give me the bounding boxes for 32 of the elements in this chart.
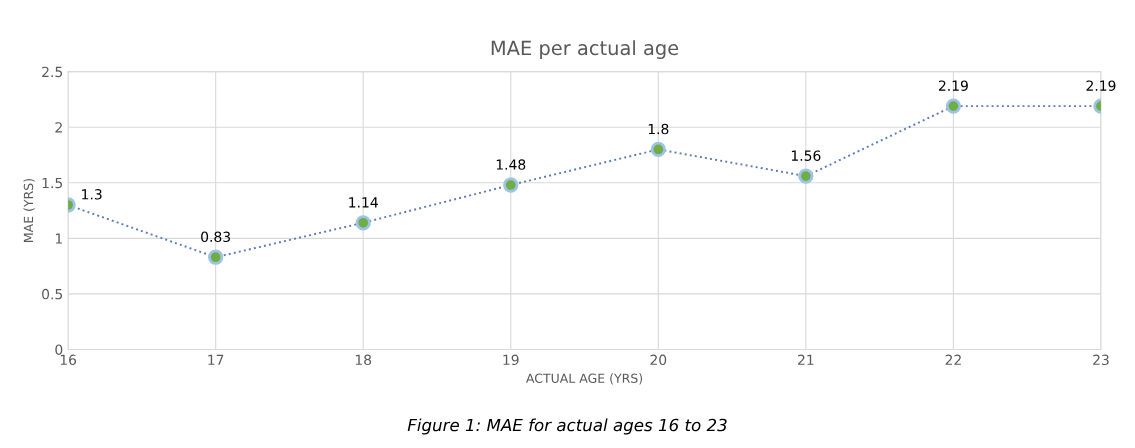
y-tick-label: 1 [55, 233, 62, 244]
caption: Figure 1: MAE for actual ages 16 to 23 [407, 418, 727, 435]
point [355, 215, 371, 231]
data-label: 0.83 [201, 231, 230, 243]
data-label: 1.14 [349, 197, 378, 208]
point [503, 177, 519, 193]
data-label: 1.48 [496, 159, 526, 170]
x-tick-label: 21 [798, 354, 814, 365]
data-label: 1.8 [648, 123, 669, 135]
y-tick-label: 1.5 [42, 177, 63, 189]
chart-title: MAE per actual age [491, 40, 679, 60]
x-tick-label: 18 [355, 354, 372, 366]
data-label: 2.19 [1086, 80, 1116, 91]
point [798, 168, 814, 184]
x-tick-label: 16 [60, 354, 77, 366]
data-label: 2.19 [938, 80, 968, 91]
x-tick-label: 17 [208, 354, 224, 365]
y-tick-label: 2.5 [42, 66, 63, 78]
x-tick-label: 19 [503, 354, 519, 366]
point [208, 249, 224, 265]
x-tick-label: 20 [650, 354, 667, 366]
data-label: 1.3 [82, 189, 102, 200]
x-axis-title: ACTUAL AGE (YRS) [526, 373, 643, 385]
data-label: 1.56 [791, 150, 821, 161]
x-tick-label: 22 [945, 354, 961, 365]
x-tick-label: 23 [1093, 354, 1109, 366]
y-tick-label: 0 [55, 344, 63, 355]
point [945, 98, 962, 114]
y-tick-label: 0.5 [42, 288, 63, 300]
point [650, 141, 666, 158]
y-axis-title: MAE (YRS) [23, 179, 35, 242]
y-tick-label: 2 [55, 122, 62, 133]
